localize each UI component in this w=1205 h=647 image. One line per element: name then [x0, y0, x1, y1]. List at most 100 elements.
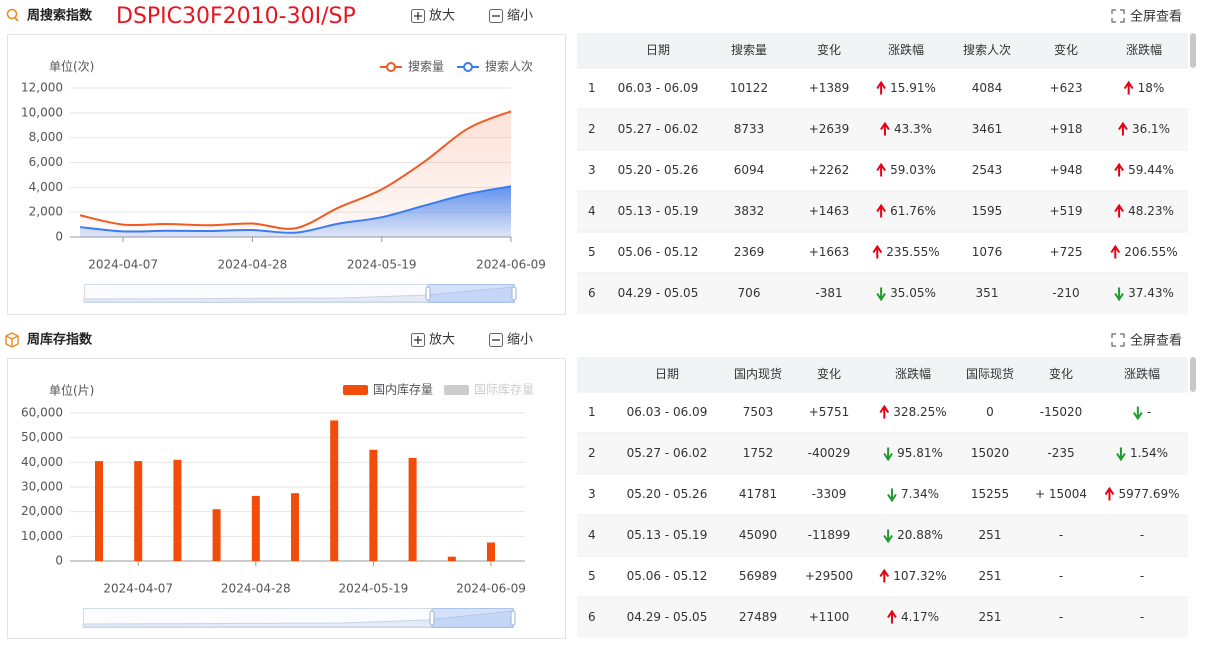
- table-row-bg: [577, 150, 1188, 191]
- plus-sign: [414, 336, 422, 344]
- trend-arrow-up: [872, 244, 883, 259]
- trend-arrow-up: [879, 568, 890, 583]
- trend-arrow-up: [1118, 121, 1128, 136]
- table-cell: 251: [979, 528, 1002, 542]
- trend-arrow-up: [879, 404, 890, 419]
- table-cell: 05.13 - 05.19: [618, 204, 699, 218]
- x-tick-label: 2024-05-19: [347, 258, 417, 272]
- trend-arrow-up: [1123, 80, 1134, 95]
- legend-label-inactive[interactable]: 国际库存量: [474, 382, 534, 397]
- change-pct: 20.88%: [897, 528, 943, 542]
- table-cell: -: [1140, 569, 1144, 583]
- table-row-bg: [577, 474, 1188, 515]
- table-header-bg: [577, 33, 1188, 68]
- zoom-in[interactable]: 放大: [429, 9, 455, 24]
- panel-title: 周库存指数: [27, 332, 93, 348]
- column-header: 涨跌幅: [895, 366, 931, 381]
- table-cell: 05.27 - 06.02: [627, 446, 708, 460]
- table-cell: +5751: [809, 405, 850, 419]
- row-index: 3: [588, 487, 596, 501]
- slider-handle[interactable]: [510, 610, 516, 626]
- column-header: 国际现货: [966, 366, 1014, 381]
- series-area: [80, 111, 511, 237]
- column-header: 搜索量: [731, 42, 767, 57]
- bar: [487, 542, 495, 561]
- bar: [134, 461, 143, 561]
- table-row-bg: [577, 109, 1188, 150]
- x-tick-label: 2024-04-28: [218, 258, 288, 272]
- slider-handle[interactable]: [425, 286, 431, 301]
- table-cell: -: [1140, 610, 1144, 624]
- trend-arrow-up: [1110, 244, 1121, 259]
- change-pct: 37.43%: [1128, 286, 1174, 300]
- column-header: 日期: [655, 367, 679, 381]
- change-pct: 36.1%: [1132, 122, 1170, 136]
- legend-label[interactable]: 搜索人次: [485, 59, 533, 74]
- legend-label[interactable]: 搜索量: [408, 59, 444, 74]
- series-area: [80, 186, 511, 237]
- table-cell: 05.06 - 05.12: [618, 245, 699, 259]
- slider-selection[interactable]: [427, 284, 515, 303]
- scrollbar-thumb: [1190, 33, 1196, 68]
- bar: [173, 459, 182, 561]
- bar: [95, 461, 103, 561]
- series-line: [79, 185, 512, 234]
- table-cell: + 15004: [1035, 487, 1087, 501]
- change-pct: 107.32%: [893, 569, 946, 583]
- table-cell: +918: [1050, 122, 1083, 136]
- y-tick-label: 12,000: [21, 81, 63, 95]
- trend-arrow-down: [883, 447, 893, 462]
- part-number: DSPIC30F2010-30I/SP: [116, 4, 356, 29]
- bar: [212, 509, 221, 561]
- change-pct: 61.76%: [890, 204, 936, 218]
- slider-handle[interactable]: [429, 610, 435, 626]
- bar: [251, 495, 260, 561]
- table-cell: -: [1059, 569, 1063, 583]
- table-cell: 3461: [972, 122, 1003, 136]
- table-row-bg: [577, 597, 1188, 638]
- table-cell: 05.06 - 05.12: [627, 569, 708, 583]
- bar: [447, 556, 456, 561]
- table-cell: -210: [1052, 286, 1079, 300]
- x-tick-label: 2024-04-07: [88, 258, 158, 272]
- slider-selection[interactable]: [431, 608, 514, 628]
- change-pct: 5977.69%: [1118, 487, 1179, 501]
- y-tick-label: 4,000: [29, 180, 63, 194]
- table-cell: -381: [815, 286, 842, 300]
- table-cell: -40029: [808, 446, 851, 460]
- table-cell: 7503: [743, 405, 774, 419]
- table-cell: -15020: [1040, 405, 1083, 419]
- y-tick-label: 30,000: [21, 480, 63, 494]
- y-tick-label: 2,000: [29, 205, 63, 219]
- row-index: 4: [588, 528, 596, 542]
- legend-icon: [343, 385, 368, 395]
- change-pct: 7.34%: [901, 487, 939, 501]
- zoom-out[interactable]: 缩小: [507, 8, 533, 24]
- table-cell: 05.20 - 05.26: [618, 163, 699, 177]
- table-cell: 06.03 - 06.09: [627, 405, 708, 419]
- fullscreen[interactable]: 全屏查看: [1130, 9, 1182, 25]
- column-header: 变化: [1054, 42, 1078, 57]
- table-cell: +948: [1050, 163, 1083, 177]
- column-header: 国内现货: [734, 366, 782, 381]
- fullscreen[interactable]: 全屏查看: [1130, 333, 1182, 349]
- table-row-bg: [577, 433, 1188, 474]
- legend-icon: [386, 62, 396, 72]
- table-cell: 0: [986, 405, 994, 419]
- change-pct: 328.25%: [893, 405, 946, 419]
- table-cell: +623: [1050, 81, 1083, 95]
- legend-label[interactable]: 国内库存量: [373, 382, 433, 397]
- slider-handle[interactable]: [511, 286, 517, 301]
- legend-icon: [463, 62, 473, 72]
- zoom-out[interactable]: 缩小: [507, 332, 533, 348]
- zoom-in[interactable]: 放大: [429, 333, 455, 348]
- table-cell: -: [1059, 610, 1063, 624]
- bar: [291, 493, 299, 561]
- column-header: 变化: [817, 42, 841, 57]
- table-cell: 706: [738, 286, 761, 300]
- bar: [330, 420, 339, 561]
- y-tick-label: 10,000: [21, 529, 63, 543]
- legend-icon-inactive: [444, 385, 469, 395]
- y-tick-label: 60,000: [21, 406, 63, 420]
